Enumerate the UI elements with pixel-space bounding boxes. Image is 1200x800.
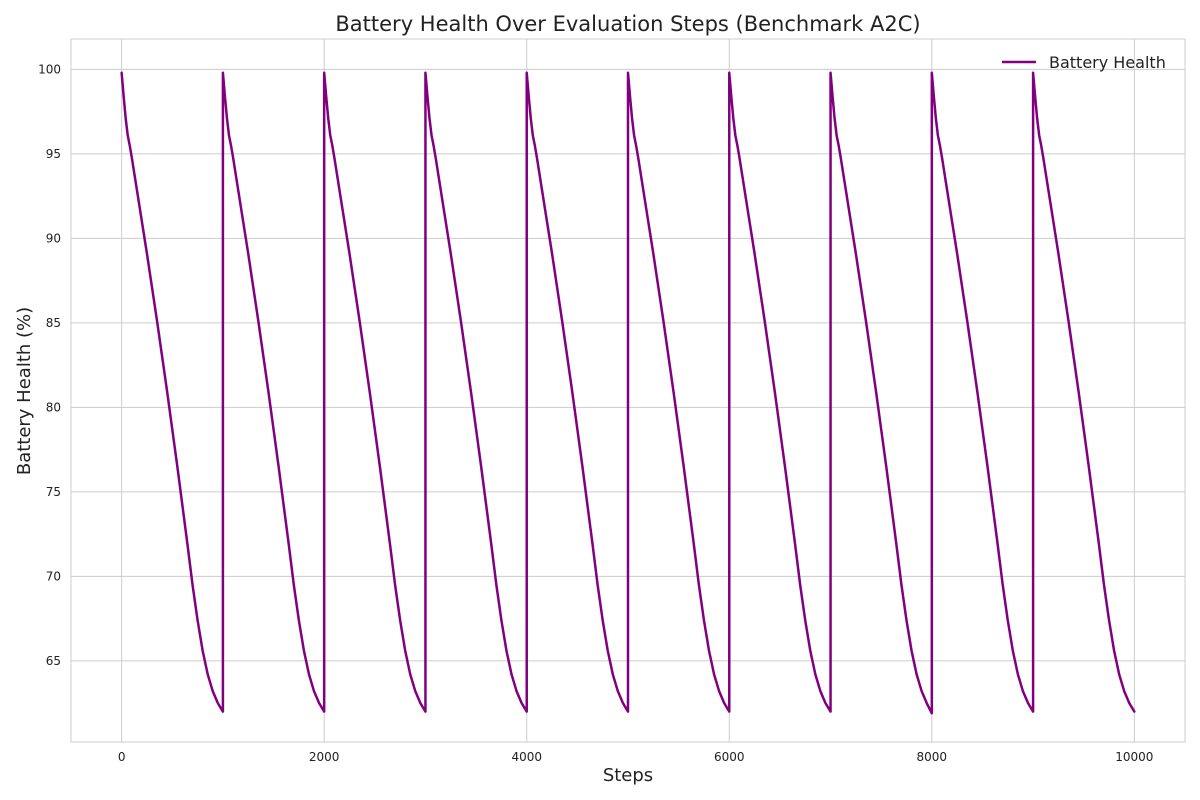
x-axis-title: Steps — [603, 765, 653, 786]
y-tick-label: 95 — [46, 147, 61, 161]
x-tick-label: 0 — [118, 750, 126, 764]
x-tick-label: 6000 — [714, 750, 745, 764]
series-layer — [120, 71, 1136, 715]
y-tick-label: 75 — [46, 485, 61, 499]
legend: Battery Health — [1002, 53, 1166, 72]
y-tick-label: 85 — [46, 316, 61, 330]
series-line-battery-health — [120, 71, 1136, 715]
y-tick-label: 65 — [46, 654, 61, 668]
x-tick-label: 8000 — [917, 750, 948, 764]
legend-label-battery-health: Battery Health — [1049, 53, 1166, 72]
x-tick-label: 2000 — [309, 750, 340, 764]
tick-label-layer: 0 2000 4000 6000 8000 10000 65 70 75 80 85 90 95 100 — [38, 62, 1153, 764]
x-tick-label: 10000 — [1115, 750, 1153, 764]
y-tick-label: 90 — [46, 231, 61, 245]
plot-frame — [70, 38, 1186, 743]
y-axis-title: Battery Health (%) — [14, 307, 35, 475]
chart-title: Battery Health Over Evaluation Steps (Be… — [335, 12, 920, 36]
y-tick-label: 70 — [46, 569, 61, 583]
y-tick-label: 80 — [46, 400, 61, 414]
y-tick-label: 100 — [38, 62, 61, 76]
x-tick-label: 4000 — [511, 750, 542, 764]
